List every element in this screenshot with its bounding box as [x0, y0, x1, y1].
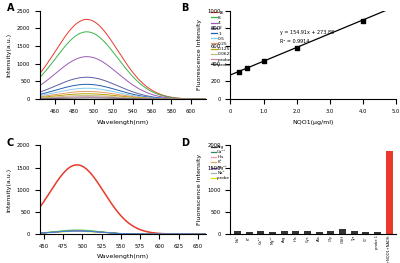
- Bar: [304, 231, 311, 234]
- Text: C: C: [7, 138, 14, 148]
- Y-axis label: Intensity(a.u.): Intensity(a.u.): [6, 168, 11, 212]
- Point: [260, 59, 267, 63]
- Legend: 16, 8, 4, 2, 1, 0.5, 0.25, 0.125, 0.0625, probe 1+NADH, probe 1: 16, 8, 4, 2, 1, 0.5, 0.25, 0.125, 0.0625…: [209, 9, 253, 69]
- X-axis label: Wavelength(nm): Wavelength(nm): [97, 119, 149, 124]
- Bar: [386, 151, 392, 234]
- Legend: Arg, Ca²⁺, His, K⁺, Mg²⁺, Na⁺, probe 1, probe 1+NQO1+NADH, Cys, Ala, Gly, GSH, T: Arg, Ca²⁺, His, K⁺, Mg²⁺, Na⁺, probe 1, …: [209, 144, 291, 182]
- Text: y = 154.91x + 273.88: y = 154.91x + 273.88: [280, 30, 334, 35]
- Bar: [234, 231, 241, 234]
- Bar: [280, 231, 288, 234]
- Y-axis label: Fluorescence Intensity: Fluorescence Intensity: [197, 19, 202, 90]
- X-axis label: NQO1(μg/ml): NQO1(μg/ml): [292, 119, 334, 124]
- Point: [294, 46, 300, 50]
- Bar: [374, 232, 381, 234]
- Bar: [339, 229, 346, 234]
- Point: [236, 69, 242, 74]
- Text: D: D: [181, 138, 189, 148]
- Bar: [269, 232, 276, 234]
- Y-axis label: Intensity(a.u.): Intensity(a.u.): [6, 33, 11, 77]
- Point: [244, 66, 250, 70]
- Bar: [327, 231, 334, 234]
- Bar: [316, 232, 322, 234]
- Text: A: A: [7, 3, 14, 13]
- Text: B: B: [181, 3, 188, 13]
- Text: R² = 0.9914: R² = 0.9914: [280, 39, 310, 44]
- Bar: [362, 232, 369, 234]
- Bar: [350, 231, 358, 234]
- Y-axis label: Fluorescence Intensity: Fluorescence Intensity: [197, 154, 202, 225]
- Point: [360, 19, 366, 23]
- Bar: [246, 232, 252, 234]
- Bar: [257, 231, 264, 234]
- Bar: [292, 231, 299, 234]
- X-axis label: Wavelength(nm): Wavelength(nm): [97, 254, 149, 259]
